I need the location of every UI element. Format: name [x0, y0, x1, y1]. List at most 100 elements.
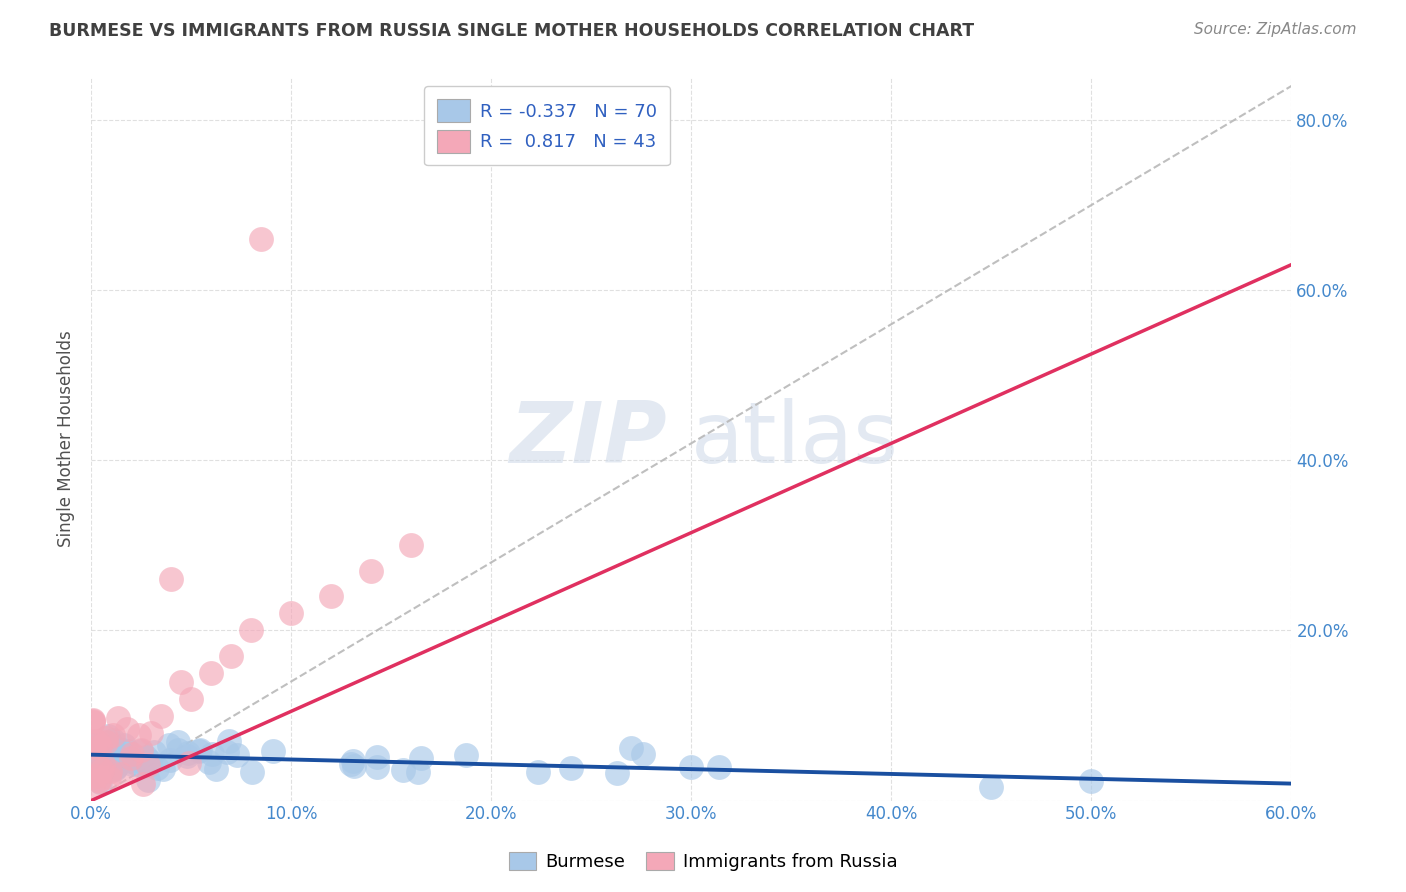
Point — [200, 665, 222, 680]
Point — [121, 757, 143, 772]
Point — [101, 732, 124, 747]
Point — [250, 232, 273, 246]
Point — [107, 710, 129, 724]
Point — [157, 738, 180, 752]
Point — [84, 749, 107, 764]
Point — [456, 747, 478, 762]
Point — [139, 754, 162, 768]
Point — [84, 733, 107, 747]
Point — [82, 780, 104, 795]
Point — [127, 756, 149, 771]
Point — [218, 734, 240, 748]
Point — [98, 764, 121, 778]
Point — [83, 735, 105, 749]
Point — [392, 763, 415, 777]
Point — [96, 739, 118, 754]
Point — [411, 750, 433, 764]
Point — [339, 756, 361, 771]
Point — [240, 765, 263, 780]
Point — [103, 746, 125, 760]
Point — [141, 725, 163, 739]
Point — [104, 754, 127, 768]
Point — [86, 769, 108, 783]
Point — [143, 745, 166, 759]
Point — [131, 756, 153, 770]
Point — [166, 743, 188, 757]
Point — [215, 745, 238, 759]
Point — [707, 760, 730, 774]
Point — [94, 731, 117, 745]
Point — [108, 742, 131, 756]
Point — [83, 739, 105, 754]
Point — [1080, 773, 1102, 788]
Point — [631, 747, 654, 761]
Point — [132, 777, 155, 791]
Point — [90, 752, 112, 766]
Point — [152, 762, 174, 776]
Point — [96, 735, 118, 749]
Point — [366, 749, 388, 764]
Point — [342, 754, 364, 768]
Point — [135, 750, 157, 764]
Text: Source: ZipAtlas.com: Source: ZipAtlas.com — [1194, 22, 1357, 37]
Point — [240, 624, 263, 638]
Legend: R = -0.337   N = 70, R =  0.817   N = 43: R = -0.337 N = 70, R = 0.817 N = 43 — [425, 87, 671, 165]
Point — [87, 773, 110, 788]
Point — [105, 760, 128, 774]
Point — [112, 738, 135, 752]
Point — [93, 741, 115, 756]
Point — [89, 772, 111, 787]
Point — [89, 737, 111, 751]
Point — [262, 744, 284, 758]
Point — [188, 743, 211, 757]
Point — [408, 765, 430, 780]
Point — [110, 767, 132, 781]
Text: ZIP: ZIP — [509, 398, 668, 481]
Point — [280, 607, 302, 621]
Text: atlas: atlas — [692, 398, 900, 481]
Point — [120, 754, 142, 768]
Point — [399, 538, 422, 552]
Point — [82, 714, 104, 729]
Point — [606, 766, 628, 780]
Point — [198, 756, 221, 770]
Point — [82, 713, 104, 727]
Point — [321, 590, 343, 604]
Point — [179, 756, 201, 771]
Point — [103, 763, 125, 777]
Point — [97, 729, 120, 743]
Point — [360, 564, 382, 578]
Text: BURMESE VS IMMIGRANTS FROM RUSSIA SINGLE MOTHER HOUSEHOLDS CORRELATION CHART: BURMESE VS IMMIGRANTS FROM RUSSIA SINGLE… — [49, 22, 974, 40]
Point — [93, 756, 115, 771]
Point — [86, 756, 108, 770]
Point — [366, 760, 388, 774]
Point — [681, 759, 703, 773]
Point — [105, 760, 128, 774]
Point — [91, 763, 114, 777]
Legend: Burmese, Immigrants from Russia: Burmese, Immigrants from Russia — [502, 845, 904, 879]
Point — [176, 749, 198, 764]
Point — [91, 761, 114, 775]
Point — [176, 747, 198, 761]
Y-axis label: Single Mother Households: Single Mother Households — [58, 331, 75, 548]
Point — [226, 748, 249, 763]
Point — [97, 762, 120, 776]
Point — [160, 573, 183, 587]
Point — [129, 742, 152, 756]
Point — [82, 745, 104, 759]
Point — [170, 674, 193, 689]
Point — [89, 739, 111, 753]
Point — [89, 775, 111, 789]
Point — [107, 756, 129, 770]
Point — [205, 762, 228, 776]
Point — [120, 750, 142, 764]
Point — [219, 648, 242, 663]
Point — [620, 741, 643, 756]
Point — [166, 735, 188, 749]
Point — [188, 744, 211, 758]
Point — [82, 714, 104, 729]
Point — [117, 744, 139, 758]
Point — [108, 751, 131, 765]
Point — [145, 761, 167, 775]
Point — [128, 727, 150, 741]
